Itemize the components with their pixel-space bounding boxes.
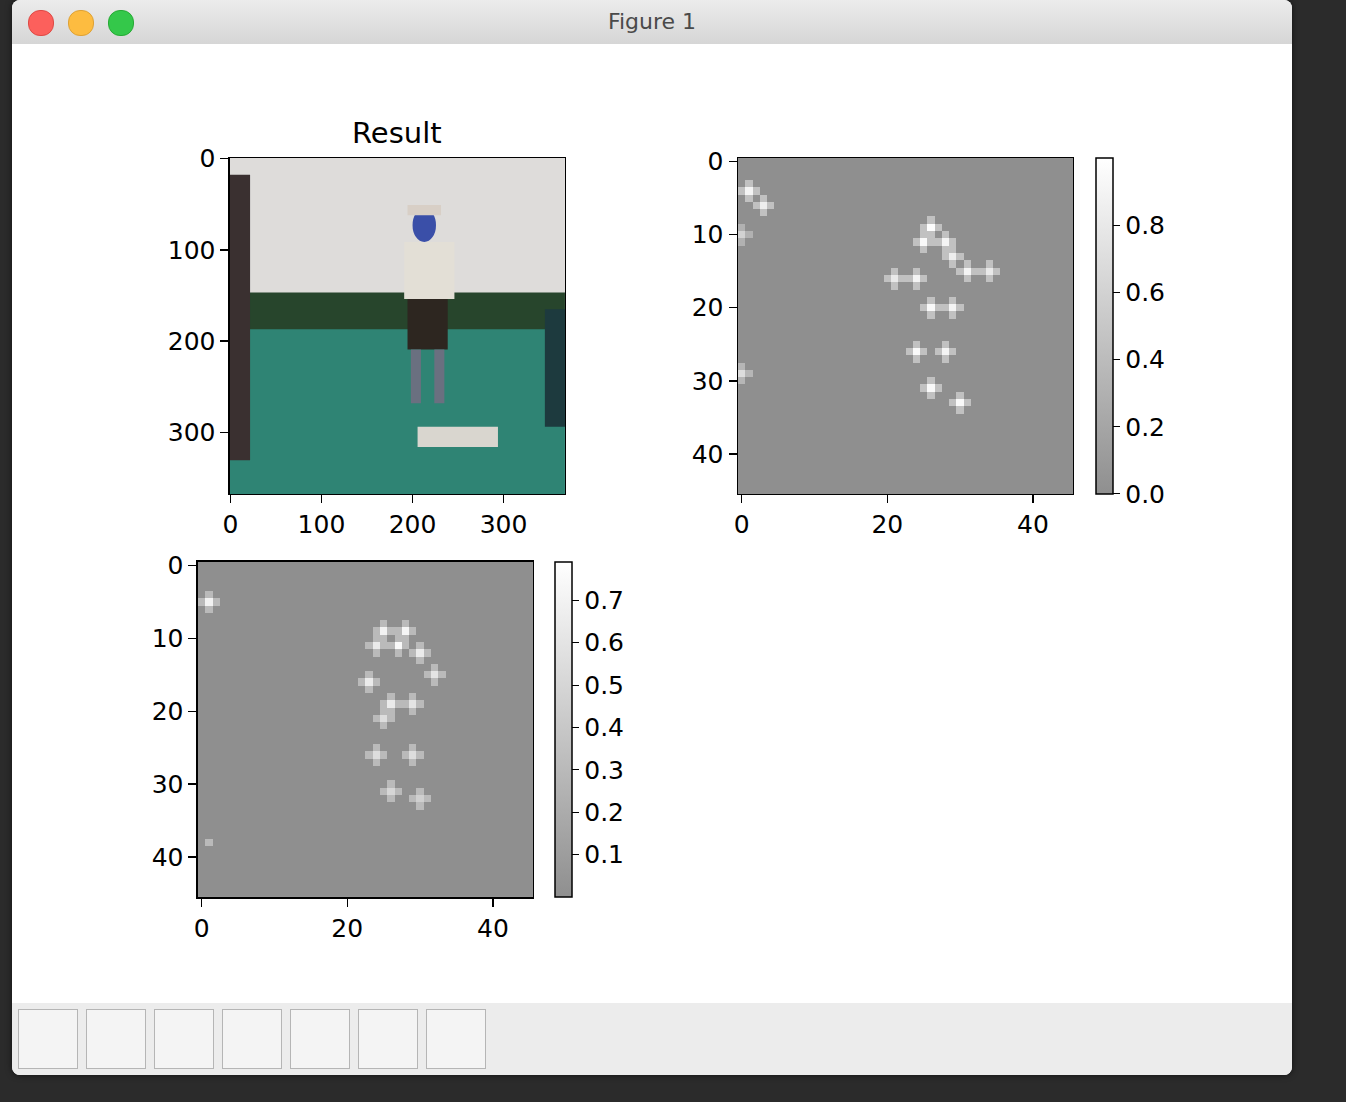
svg-text:40: 40 <box>477 914 509 943</box>
svg-text:0.7: 0.7 <box>584 586 624 615</box>
svg-text:40: 40 <box>152 843 184 872</box>
svg-text:0.6: 0.6 <box>1125 278 1165 307</box>
svg-text:0.3: 0.3 <box>584 756 624 785</box>
svg-text:Result: Result <box>352 116 442 150</box>
html-text:Figure 1: Figure 1 <box>607 9 697 34</box>
svg-text:0.6: 0.6 <box>584 628 624 657</box>
svg-text:0.0: 0.0 <box>1125 480 1165 509</box>
svg-text:40: 40 <box>1017 510 1049 539</box>
svg-text:0.4: 0.4 <box>1125 345 1165 374</box>
svg-text:100: 100 <box>298 510 346 539</box>
svg-text:30: 30 <box>152 770 184 799</box>
svg-text:0: 0 <box>708 147 724 176</box>
svg-text:0.1: 0.1 <box>584 840 624 869</box>
svg-text:20: 20 <box>152 697 184 726</box>
svg-text:200: 200 <box>168 327 216 356</box>
svg-text:0.2: 0.2 <box>1125 413 1165 442</box>
svg-text:20: 20 <box>871 510 903 539</box>
svg-text:300: 300 <box>168 418 216 447</box>
svg-text:30: 30 <box>692 367 724 396</box>
svg-text:20: 20 <box>331 914 363 943</box>
svg-text:40: 40 <box>692 440 724 469</box>
svg-text:0.5: 0.5 <box>584 671 624 700</box>
svg-text:0: 0 <box>222 510 238 539</box>
svg-text:200: 200 <box>389 510 437 539</box>
svg-text:10: 10 <box>692 220 724 249</box>
svg-text:0: 0 <box>200 144 216 173</box>
svg-text:100: 100 <box>168 236 216 265</box>
svg-text:0: 0 <box>194 914 210 943</box>
svg-text:0.4: 0.4 <box>584 713 624 742</box>
svg-text:0: 0 <box>168 551 184 580</box>
svg-text:10: 10 <box>152 624 184 653</box>
svg-text:300: 300 <box>480 510 528 539</box>
svg-text:0.8: 0.8 <box>1125 211 1165 240</box>
svg-text:0.2: 0.2 <box>584 798 624 827</box>
svg-text:0: 0 <box>734 510 750 539</box>
svg-text:20: 20 <box>692 293 724 322</box>
